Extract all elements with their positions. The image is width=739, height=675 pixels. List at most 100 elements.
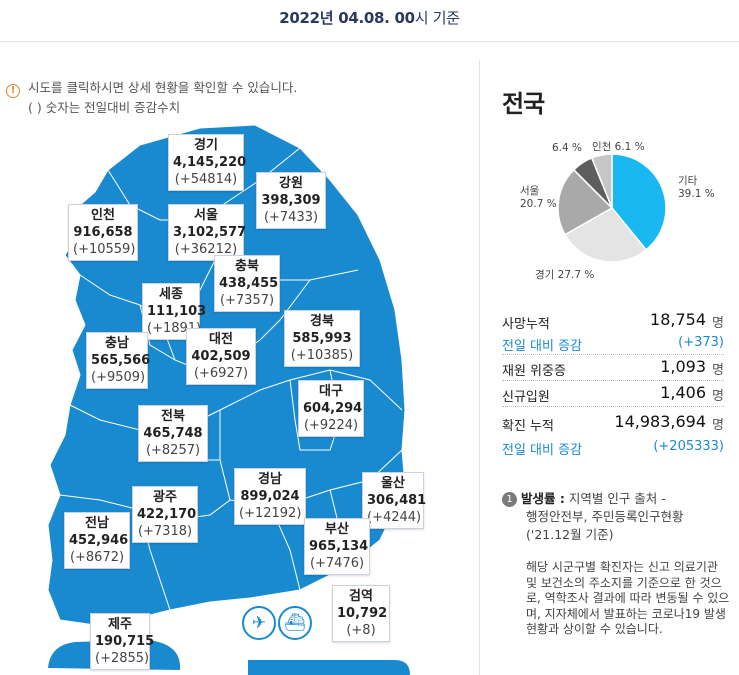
note-source-line2: 행정안전부, 주민등록인구현황 xyxy=(526,509,684,524)
region-delta: (+7318) xyxy=(137,524,193,539)
region-name: 충북 xyxy=(235,259,259,274)
stat-deaths-change: 전일 대비 증감 (+373) xyxy=(502,332,724,354)
divider xyxy=(502,354,724,355)
region-gyeonggi[interactable]: 경기 4,145,220 (+54814) xyxy=(168,134,247,191)
stat-admitted: 신규입원 1,406 명 xyxy=(502,383,724,405)
date-suffix: 시 기준 xyxy=(414,9,460,27)
region-sejong[interactable]: 세종 111,103 (+1891) xyxy=(142,283,207,340)
region-delta: (+9224) xyxy=(303,418,359,433)
stat-critical: 재원 위중증 1,093 명 xyxy=(502,357,724,379)
region-name: 경남 xyxy=(258,472,282,487)
stat-label: 확진 누적 xyxy=(502,419,554,434)
stat-label: 전일 대비 증감 xyxy=(502,339,583,354)
date-text: 2022년 04.08. 00 xyxy=(279,9,415,27)
region-delta: (+9509) xyxy=(91,370,146,385)
pie-slice-label: 서울 20.7 % xyxy=(520,185,557,210)
pie-slice-label: 기타 39.1 % xyxy=(678,175,715,200)
region-name: 강원 xyxy=(279,176,303,191)
region-name: 전남 xyxy=(85,516,109,531)
region-gwangju[interactable]: 광주 422,170 (+7318) xyxy=(132,486,198,543)
region-jeonbuk[interactable]: 전북 465,748 (+8257) xyxy=(138,405,208,462)
pie-slice-label: 인천 6.1 % xyxy=(592,141,645,153)
map-panel: ! 시도를 클릭하시면 상세 현황을 확인할 수 있습니다. ( ) 숫자는 전일… xyxy=(0,60,478,675)
airplane-icon[interactable]: ✈ xyxy=(242,606,276,640)
region-busan[interactable]: 부산 965,134 (+7476) xyxy=(304,518,370,575)
region-name: 대구 xyxy=(319,384,343,399)
region-total: 111,103 xyxy=(147,304,207,319)
national-title: 전국 xyxy=(502,90,545,118)
stat-unit: 명 xyxy=(712,316,724,331)
region-total: 565,566 xyxy=(91,353,151,368)
ship-icon[interactable]: ⛴ xyxy=(278,606,312,640)
stat-confirmed: 확진 누적 14,983,694 명 xyxy=(502,412,724,434)
region-daegu[interactable]: 대구 604,294 (+9224) xyxy=(298,380,364,437)
region-name: 서울 xyxy=(194,208,218,223)
stat-confirmed-change: 전일 대비 증감 (+205333) xyxy=(502,436,724,458)
stat-value: (+205333) xyxy=(653,439,724,454)
notice-line2: ( ) 숫자는 전일대비 증감수치 xyxy=(28,100,181,115)
region-jeonnam[interactable]: 전남 452,946 (+8672) xyxy=(64,512,130,569)
stat-value: 1,406 xyxy=(660,383,706,402)
region-daejeon[interactable]: 대전 402,509 (+6927) xyxy=(186,328,256,385)
region-delta: (+8672) xyxy=(69,550,125,565)
note-number-badge: 1 xyxy=(502,492,517,507)
region-name: 광주 xyxy=(153,490,177,505)
region-total: 585,993 xyxy=(292,331,352,346)
national-panel: 전국 기타 39.1 % 경기 27.7 % 서울 20.7 % 6.4 % 인천 6.1 … xyxy=(479,60,739,675)
pie-slice-1 xyxy=(563,207,648,263)
region-gyeongnam[interactable]: 경남 899,024 (+12192) xyxy=(234,468,306,525)
region-name: 검역 xyxy=(349,589,373,604)
region-delta: (+36212) xyxy=(174,242,238,257)
region-name: 대전 xyxy=(209,332,233,347)
region-delta: (+8257) xyxy=(145,443,201,458)
region-total: 965,134 xyxy=(309,539,369,554)
region-delta: (+10385) xyxy=(290,348,354,363)
region-total: 398,309 xyxy=(261,193,321,208)
region-chungnam[interactable]: 충남 565,566 (+9509) xyxy=(86,332,151,389)
region-gyeongbuk[interactable]: 경북 585,993 (+10385) xyxy=(284,310,360,367)
region-delta: (+7476) xyxy=(309,556,365,571)
region-total: 402,509 xyxy=(191,349,251,364)
region-delta: (+54814) xyxy=(174,172,238,187)
region-total: 4,145,220 xyxy=(173,155,247,170)
stat-label: 전일 대비 증감 xyxy=(502,443,583,458)
reference-date: 2022년 04.08. 00시 기준 xyxy=(0,7,739,28)
note-description: 해당 시군구별 확진자는 신고 의료기관 및 보건소의 주소지를 기준으로 한 … xyxy=(526,560,730,636)
map-notice: ! 시도를 클릭하시면 상세 현황을 확인할 수 있습니다. ( ) 숫자는 전일… xyxy=(6,78,297,118)
region-chungbuk[interactable]: 충북 438,455 (+7357) xyxy=(214,255,280,312)
divider xyxy=(502,406,724,407)
region-name: 경북 xyxy=(310,314,334,329)
region-delta: (+12192) xyxy=(239,506,302,521)
incidence-note: 1 발생률 : 지역별 인구 출처 - 행정안전부, 주민등록인구현황 ('21.… xyxy=(502,490,734,544)
region-total: 3,102,577 xyxy=(173,225,247,240)
note-source-line3: ('21.12월 기준) xyxy=(526,527,614,542)
stat-deaths: 사망누적 18,754 명 xyxy=(502,310,724,332)
region-total: 916,658 xyxy=(73,225,133,240)
region-delta: (+7357) xyxy=(219,293,275,308)
region-total: 438,455 xyxy=(219,276,279,291)
divider xyxy=(502,380,724,381)
stat-value: 1,093 xyxy=(660,357,706,376)
region-quarantine[interactable]: 검역 10,792 (+8) xyxy=(332,585,390,642)
region-name: 제주 xyxy=(108,617,132,632)
region-total: 306,481 xyxy=(367,493,427,508)
region-name: 전북 xyxy=(161,409,185,424)
region-gangwon[interactable]: 강원 398,309 (+7433) xyxy=(256,172,326,229)
pie-slice-2 xyxy=(557,168,614,236)
region-delta: (+10559) xyxy=(73,242,136,257)
region-total: 899,024 xyxy=(240,489,300,504)
stat-unit: 명 xyxy=(712,363,724,378)
region-name: 충남 xyxy=(105,336,129,351)
stat-label: 사망누적 xyxy=(502,317,550,332)
pie-slice-label: 6.4 % xyxy=(552,142,583,154)
region-jeju[interactable]: 제주 190,715 (+2855) xyxy=(90,613,155,670)
region-total: 190,715 xyxy=(95,634,155,649)
region-delta: (+2855) xyxy=(95,651,150,666)
region-ulsan[interactable]: 울산 306,481 (+4244) xyxy=(362,472,427,529)
quarantine-box[interactable] xyxy=(248,660,410,675)
pie-slice-0 xyxy=(611,153,667,251)
region-incheon[interactable]: 인천 916,658 (+10559) xyxy=(68,204,138,261)
region-seoul[interactable]: 서울 3,102,577 (+36212) xyxy=(168,204,247,261)
header: 2022년 04.08. 00시 기준 xyxy=(0,0,739,42)
region-total: 465,748 xyxy=(143,426,203,441)
